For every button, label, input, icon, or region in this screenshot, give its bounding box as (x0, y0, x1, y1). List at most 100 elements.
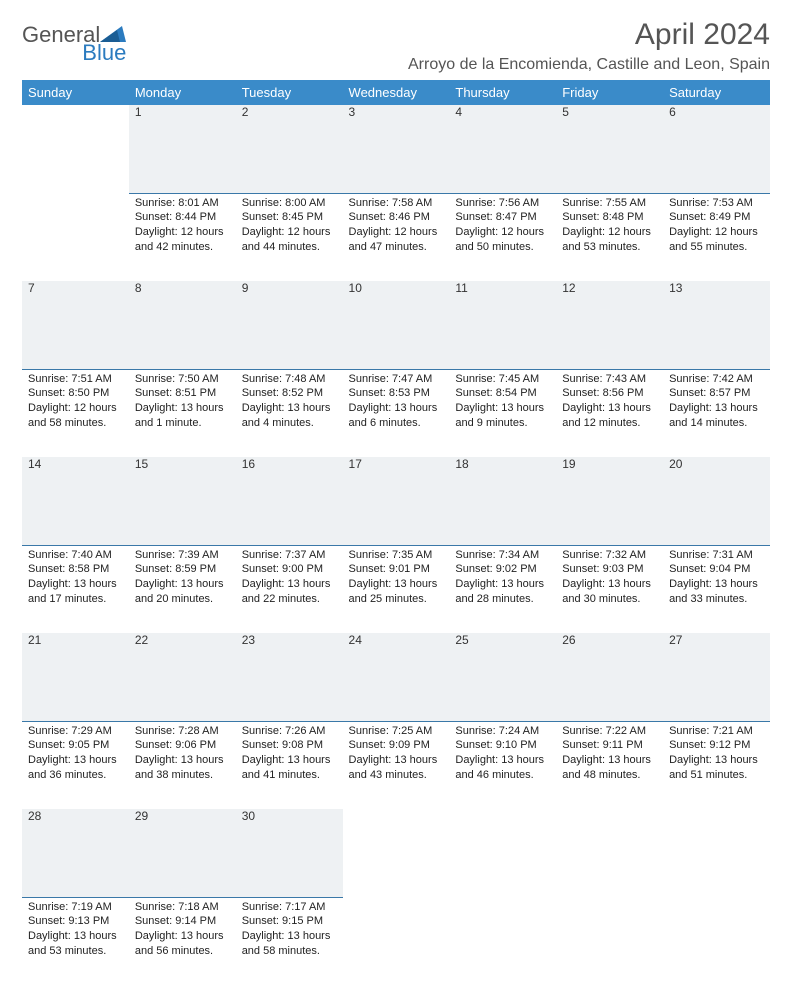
day-number: 14 (22, 457, 129, 545)
day-number: 30 (236, 809, 343, 897)
calendar-body: 123456Sunrise: 8:01 AMSunset: 8:44 PMDay… (22, 105, 770, 985)
day-number: 28 (22, 809, 129, 897)
weekday-header: Thursday (449, 80, 556, 105)
content-row: Sunrise: 7:29 AMSunset: 9:05 PMDaylight:… (22, 721, 770, 809)
day-number: 11 (449, 281, 556, 369)
day-info: Sunrise: 7:22 AMSunset: 9:11 PMDaylight:… (562, 722, 657, 783)
day-cell: Sunrise: 7:40 AMSunset: 8:58 PMDaylight:… (22, 545, 129, 633)
content-row: Sunrise: 8:01 AMSunset: 8:44 PMDaylight:… (22, 193, 770, 281)
day-cell: Sunrise: 7:48 AMSunset: 8:52 PMDaylight:… (236, 369, 343, 457)
day-info: Sunrise: 7:24 AMSunset: 9:10 PMDaylight:… (455, 722, 550, 783)
day-number: 18 (449, 457, 556, 545)
day-info: Sunrise: 7:48 AMSunset: 8:52 PMDaylight:… (242, 370, 337, 431)
day-info: Sunrise: 7:26 AMSunset: 9:08 PMDaylight:… (242, 722, 337, 783)
day-info: Sunrise: 7:47 AMSunset: 8:53 PMDaylight:… (349, 370, 444, 431)
day-info: Sunrise: 7:34 AMSunset: 9:02 PMDaylight:… (455, 546, 550, 607)
day-info: Sunrise: 7:55 AMSunset: 8:48 PMDaylight:… (562, 194, 657, 255)
day-info: Sunrise: 7:25 AMSunset: 9:09 PMDaylight:… (349, 722, 444, 783)
day-cell: Sunrise: 7:35 AMSunset: 9:01 PMDaylight:… (343, 545, 450, 633)
calendar-table: SundayMondayTuesdayWednesdayThursdayFrid… (22, 80, 770, 985)
day-number (449, 809, 556, 897)
day-cell: Sunrise: 7:50 AMSunset: 8:51 PMDaylight:… (129, 369, 236, 457)
day-info: Sunrise: 7:21 AMSunset: 9:12 PMDaylight:… (669, 722, 764, 783)
calendar-head: SundayMondayTuesdayWednesdayThursdayFrid… (22, 80, 770, 105)
day-cell: Sunrise: 7:34 AMSunset: 9:02 PMDaylight:… (449, 545, 556, 633)
day-cell: Sunrise: 7:45 AMSunset: 8:54 PMDaylight:… (449, 369, 556, 457)
daynum-row: 123456 (22, 105, 770, 193)
day-number: 15 (129, 457, 236, 545)
day-cell: Sunrise: 8:01 AMSunset: 8:44 PMDaylight:… (129, 193, 236, 281)
weekday-header: Wednesday (343, 80, 450, 105)
day-cell: Sunrise: 7:21 AMSunset: 9:12 PMDaylight:… (663, 721, 770, 809)
content-row: Sunrise: 7:19 AMSunset: 9:13 PMDaylight:… (22, 897, 770, 985)
day-number: 16 (236, 457, 343, 545)
page-header: General Blue April 2024 Arroyo de la Enc… (22, 18, 770, 74)
day-cell: Sunrise: 7:51 AMSunset: 8:50 PMDaylight:… (22, 369, 129, 457)
daynum-row: 21222324252627 (22, 633, 770, 721)
weekday-header: Sunday (22, 80, 129, 105)
day-info: Sunrise: 7:56 AMSunset: 8:47 PMDaylight:… (455, 194, 550, 255)
day-number: 26 (556, 633, 663, 721)
day-info: Sunrise: 7:50 AMSunset: 8:51 PMDaylight:… (135, 370, 230, 431)
day-number: 8 (129, 281, 236, 369)
day-info: Sunrise: 7:17 AMSunset: 9:15 PMDaylight:… (242, 898, 337, 959)
title-block: April 2024 Arroyo de la Encomienda, Cast… (408, 18, 770, 74)
day-number: 19 (556, 457, 663, 545)
day-info: Sunrise: 7:29 AMSunset: 9:05 PMDaylight:… (28, 722, 123, 783)
day-cell: Sunrise: 7:43 AMSunset: 8:56 PMDaylight:… (556, 369, 663, 457)
day-cell: Sunrise: 7:19 AMSunset: 9:13 PMDaylight:… (22, 897, 129, 985)
day-number: 2 (236, 105, 343, 193)
day-number: 4 (449, 105, 556, 193)
day-number (22, 105, 129, 193)
day-number: 12 (556, 281, 663, 369)
content-row: Sunrise: 7:40 AMSunset: 8:58 PMDaylight:… (22, 545, 770, 633)
day-info: Sunrise: 7:18 AMSunset: 9:14 PMDaylight:… (135, 898, 230, 959)
day-number: 10 (343, 281, 450, 369)
day-info: Sunrise: 7:45 AMSunset: 8:54 PMDaylight:… (455, 370, 550, 431)
day-cell (343, 897, 450, 985)
day-info: Sunrise: 7:19 AMSunset: 9:13 PMDaylight:… (28, 898, 123, 959)
day-info: Sunrise: 8:01 AMSunset: 8:44 PMDaylight:… (135, 194, 230, 255)
day-number: 29 (129, 809, 236, 897)
day-info (669, 897, 764, 899)
day-number (663, 809, 770, 897)
weekday-header: Friday (556, 80, 663, 105)
day-cell: Sunrise: 7:32 AMSunset: 9:03 PMDaylight:… (556, 545, 663, 633)
day-info: Sunrise: 7:31 AMSunset: 9:04 PMDaylight:… (669, 546, 764, 607)
day-number: 24 (343, 633, 450, 721)
day-cell: Sunrise: 7:22 AMSunset: 9:11 PMDaylight:… (556, 721, 663, 809)
weekday-header: Monday (129, 80, 236, 105)
daynum-row: 14151617181920 (22, 457, 770, 545)
day-info (349, 897, 444, 899)
day-cell (449, 897, 556, 985)
daynum-row: 78910111213 (22, 281, 770, 369)
day-number: 1 (129, 105, 236, 193)
day-cell: Sunrise: 7:53 AMSunset: 8:49 PMDaylight:… (663, 193, 770, 281)
day-cell: Sunrise: 7:25 AMSunset: 9:09 PMDaylight:… (343, 721, 450, 809)
day-cell (663, 897, 770, 985)
day-number: 9 (236, 281, 343, 369)
logo: General Blue (22, 18, 174, 48)
day-cell: Sunrise: 7:28 AMSunset: 9:06 PMDaylight:… (129, 721, 236, 809)
content-row: Sunrise: 7:51 AMSunset: 8:50 PMDaylight:… (22, 369, 770, 457)
day-number: 13 (663, 281, 770, 369)
day-info: Sunrise: 8:00 AMSunset: 8:45 PMDaylight:… (242, 194, 337, 255)
day-number: 7 (22, 281, 129, 369)
day-cell: Sunrise: 7:39 AMSunset: 8:59 PMDaylight:… (129, 545, 236, 633)
weekday-header: Tuesday (236, 80, 343, 105)
day-info: Sunrise: 7:32 AMSunset: 9:03 PMDaylight:… (562, 546, 657, 607)
day-info (28, 193, 123, 195)
day-cell: Sunrise: 7:17 AMSunset: 9:15 PMDaylight:… (236, 897, 343, 985)
day-info: Sunrise: 7:58 AMSunset: 8:46 PMDaylight:… (349, 194, 444, 255)
day-cell (556, 897, 663, 985)
day-cell: Sunrise: 7:56 AMSunset: 8:47 PMDaylight:… (449, 193, 556, 281)
day-number: 5 (556, 105, 663, 193)
day-cell: Sunrise: 8:00 AMSunset: 8:45 PMDaylight:… (236, 193, 343, 281)
day-info: Sunrise: 7:40 AMSunset: 8:58 PMDaylight:… (28, 546, 123, 607)
day-number: 23 (236, 633, 343, 721)
day-info (562, 897, 657, 899)
day-cell: Sunrise: 7:24 AMSunset: 9:10 PMDaylight:… (449, 721, 556, 809)
month-title: April 2024 (408, 18, 770, 52)
daynum-row: 282930 (22, 809, 770, 897)
day-number: 20 (663, 457, 770, 545)
